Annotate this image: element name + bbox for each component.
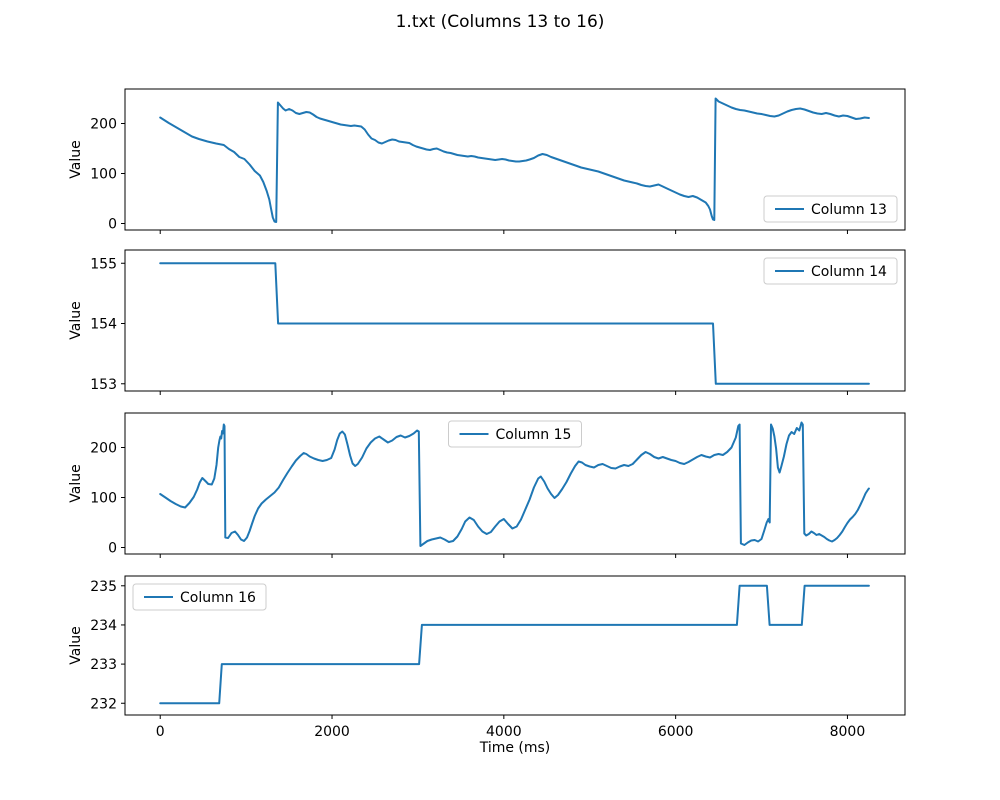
x-axis-label: Time (ms) [479,740,551,756]
y-tick-label: 235 [90,579,117,595]
axes-spines [124,575,906,716]
series-line-column-15 [159,421,870,547]
y-tick-label: 153 [90,377,117,393]
y-tick-label: 0 [108,541,117,557]
subplot-column-15: 0 100 200 Value Column 15 [68,412,906,558]
y-axis-label: Value [68,464,84,502]
x-tick-label: 8000 [830,724,866,740]
legend-box-column-16 [132,583,267,611]
y-tick-label: 100 [90,491,117,507]
legend-label-column-13: Column 13 [811,202,887,218]
subplot-column-14: 153 154 155 Value Column 14 [68,249,906,395]
series-line-column-14 [159,262,870,385]
figure-title: 1.txt (Columns 13 to 16) [395,12,605,32]
legend-box-column-15 [448,420,582,448]
x-tick-label: 6000 [658,724,694,740]
series-line-column-16 [159,584,870,705]
legend-box-column-13 [763,195,898,223]
series-line-column-13 [159,97,870,223]
x-tick-label: 4000 [486,724,522,740]
y-tick-label: 154 [90,317,117,333]
axes-spines [124,249,906,392]
y-tick-label: 155 [90,256,117,272]
legend-label-column-16: Column 16 [180,590,256,606]
legend-box-column-14 [763,257,898,285]
y-tick-label: 200 [90,441,117,457]
y-tick-label: 233 [90,657,117,673]
y-axis-label: Value [68,301,84,339]
x-tick-label: 2000 [314,724,350,740]
subplot-column-16: 232 233 234 235 0 2000 4000 6000 8000 Value Column… [68,575,906,740]
y-tick-label: 200 [90,117,117,133]
y-tick-label: 232 [90,696,117,712]
y-tick-label: 100 [90,167,117,183]
y-axis-label: Value [68,140,84,178]
x-tick-label: 0 [156,724,165,740]
legend-label-column-15: Column 15 [496,427,572,443]
subplot-column-13: 0 100 200 Value Column 13 [68,88,906,234]
legend-label-column-14: Column 14 [811,264,887,280]
axes-spines [124,88,906,231]
y-axis-label: Value [68,626,84,664]
y-tick-label: 0 [108,217,117,233]
axes-spines [124,412,906,555]
y-tick-label: 234 [90,618,117,634]
